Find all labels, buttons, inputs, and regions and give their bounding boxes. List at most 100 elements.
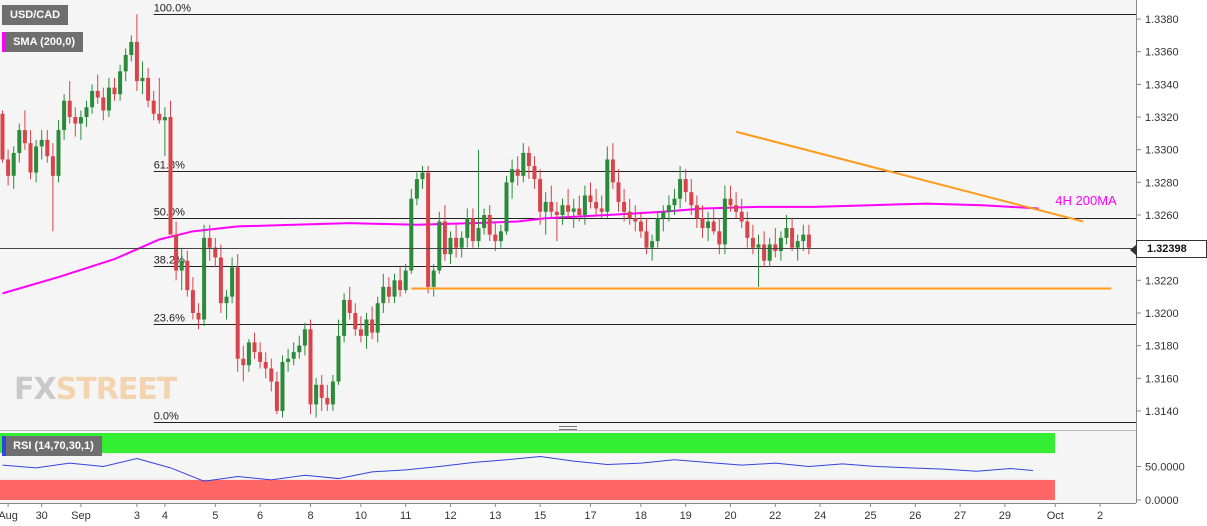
candle-body [392,280,397,297]
candle [459,231,464,258]
rsi-overbought-zone [0,433,1055,454]
candle [207,224,212,261]
price-tick-label: 1.3180 [1145,341,1179,353]
candle [487,205,492,242]
candle [17,123,22,163]
time-tick-label: 8 [307,510,313,522]
candle-body [190,290,195,313]
candle [532,156,537,189]
candle [252,332,257,359]
candle [566,188,571,219]
candle [756,234,761,287]
candle [342,293,347,343]
candle [370,306,375,340]
candle-body [140,77,145,82]
candle-body [157,113,162,121]
candle-body [706,221,711,229]
candle-body [280,361,285,411]
candle-body [112,87,117,95]
candle [784,215,789,245]
candle-body [34,146,39,173]
candle-body [308,329,313,405]
candle-body [319,384,324,398]
candle-body [610,159,615,183]
candle [734,192,739,219]
candle [722,185,727,255]
candle-body [510,169,515,183]
price-tick-label: 1.3280 [1145,177,1179,189]
time-tick-label: 18 [635,510,647,522]
candle [118,64,123,101]
candle-body [448,237,453,255]
candle-body [314,384,319,405]
candle [134,14,139,91]
candle-body [134,41,139,82]
candle [123,48,128,82]
candle-body [722,198,727,245]
candle-body [375,303,380,333]
candle [190,277,195,320]
candle-body [6,159,11,176]
candle [510,159,515,199]
candle [773,228,778,258]
candle [269,358,274,392]
candle [224,290,229,320]
price-tick-label: 1.3320 [1145,112,1179,124]
price-tick-label: 1.3340 [1145,79,1179,91]
candle [745,211,750,248]
candle-body [476,228,481,242]
candle [622,188,627,222]
candle [543,192,548,235]
candle-body [672,198,677,206]
candle [594,188,599,215]
candle [588,182,593,209]
candle-body [258,352,263,362]
candle-body [241,358,246,366]
candle-body [521,152,526,176]
rsi-badge[interactable]: RSI (14,70,30,1) [2,436,102,456]
candle [302,322,307,356]
candle [28,130,33,180]
price-tick-label: 1.3300 [1145,145,1179,157]
time-tick-label: 26 [909,510,921,522]
indicator-badge[interactable]: SMA (200,0) [2,32,84,52]
candle-body [123,54,128,72]
candle-body [168,117,173,235]
candle-body [594,201,599,209]
fibonacci-levels: 100.0%61.8%50.0%38.2%23.6%0.0% [153,3,1136,423]
candle-body [185,260,190,291]
candle-body [274,381,279,411]
candle [431,263,436,297]
candle-body [728,198,733,206]
candle [95,74,100,104]
symbol-badge[interactable]: USD/CAD [2,5,69,25]
candle [728,185,733,212]
candle-body [358,329,363,336]
candle-body [370,319,375,333]
candle-body [95,90,100,98]
candle-body [683,179,688,193]
candle [325,384,330,411]
last-price-value: 1.32398 [1147,242,1187,255]
candle [146,68,151,108]
panel-resize-handle[interactable] [559,426,577,430]
candle [140,61,145,95]
candle [426,166,431,294]
candle [493,221,498,251]
candle-body [605,159,610,212]
candle-body [101,97,106,111]
candle-body [750,237,755,248]
candle [420,166,425,189]
rsi-zones [0,433,1055,500]
candle-body [661,211,666,219]
candle [106,77,111,118]
candle [750,224,755,255]
time-tick-label: 30 [36,510,48,522]
candle-body [286,358,291,362]
candle [403,263,408,294]
candle-body [297,345,302,353]
candle [168,100,173,235]
candle [806,224,811,255]
candle-body [543,201,548,212]
